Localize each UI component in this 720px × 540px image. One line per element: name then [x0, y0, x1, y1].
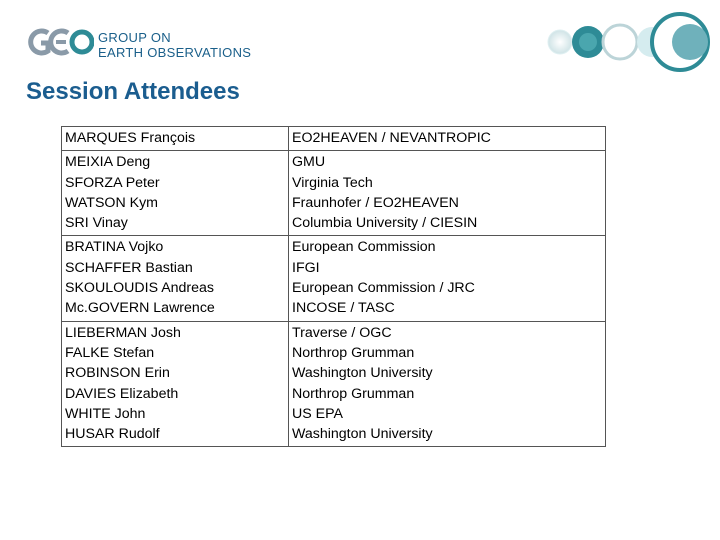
decorative-circles: [547, 12, 710, 72]
attendee-organization: Traverse / OGC: [292, 324, 392, 341]
attendee-organization: Columbia University / CIESIN: [292, 215, 478, 232]
attendee-name: DAVIES Elizabeth: [65, 385, 179, 402]
table-row: MEIXIA Deng SFORZA Peter WATSON Kym SRI Vin…: [61, 150, 606, 237]
attendee-name: MEIXIA Deng: [65, 154, 151, 171]
logo-line-2: EARTH OBSERVATIONS: [98, 45, 252, 60]
attendee-name: SRI Vinay: [65, 215, 128, 232]
attendee-organization: US EPA: [292, 405, 343, 422]
attendee-name: WATSON Kym: [65, 194, 159, 211]
attendees-table: MARQUES François EO2HEAVEN / NEVANTROPIC M…: [61, 125, 606, 448]
page-title: Session Attendees: [26, 78, 240, 105]
name-cell: BRATINA Vojko SCHAFFER Bastian SKOULOUDIS …: [61, 235, 289, 322]
attendee-name: ROBINSON Erin: [65, 365, 170, 382]
table-row: BRATINA Vojko SCHAFFER Bastian SKOULOUDIS …: [61, 235, 606, 322]
table-row: MARQUES François EO2HEAVEN / NEVANTROPIC: [61, 125, 606, 152]
attendee-organization: Virginia Tech: [292, 174, 373, 191]
attendee-organization: Fraunhofer / EO2HEAVEN: [292, 194, 459, 211]
attendee-organization: EO2HEAVEN / NEVANTROPIC: [292, 130, 491, 146]
attendee-name: HUSAR Rudolf: [65, 426, 160, 443]
attendee-organization: European Commission / JRC: [292, 280, 475, 297]
attendee-name: SFORZA Peter: [65, 174, 160, 191]
org-cell: EO2HEAVEN / NEVANTROPIC: [288, 125, 606, 152]
attendee-name: SKOULOUDIS Andreas: [65, 280, 215, 297]
org-cell: GMU Virginia Tech Fraunhofer / EO2HEAVEN Co…: [288, 150, 606, 237]
attendee-organization: European Commission: [292, 239, 436, 256]
org-cell: Traverse / OGC Northrop Grumman Washington…: [288, 320, 606, 448]
logo-line-1: GROUP ON: [98, 30, 171, 45]
attendee-organization: INCOSE / TASC: [292, 300, 395, 317]
attendee-name: Mc.GOVERN Lawrence: [65, 300, 215, 317]
attendee-organization: Washington University: [292, 365, 433, 382]
geo-logo-icon: [28, 28, 94, 56]
attendee-organization: Washington University: [292, 426, 433, 443]
attendee-name: SCHAFFER Bastian: [65, 259, 193, 276]
attendee-organization: Northrop Grumman: [292, 385, 415, 402]
logo-text: GROUP ON EARTH OBSERVATIONS: [98, 30, 298, 60]
name-cell: LIEBERMAN Josh FALKE Stefan ROBINSON Erin D…: [61, 320, 289, 448]
attendee-name: LIEBERMAN Josh: [65, 324, 181, 341]
attendee-name: BRATINA Vojko: [65, 239, 164, 256]
table-row: LIEBERMAN Josh FALKE Stefan ROBINSON Erin D…: [61, 320, 606, 448]
attendee-organization: GMU: [292, 154, 326, 171]
attendee-name: MARQUES François: [65, 130, 196, 146]
name-cell: MARQUES François: [61, 125, 289, 152]
attendee-organization: Northrop Grumman: [292, 344, 415, 361]
attendee-name: FALKE Stefan: [65, 344, 155, 361]
attendee-organization: IFGI: [292, 259, 320, 276]
attendee-name: WHITE John: [65, 405, 146, 422]
org-cell: European Commission IFGI European Commissi…: [288, 235, 606, 322]
name-cell: MEIXIA Deng SFORZA Peter WATSON Kym SRI Vin…: [61, 150, 289, 237]
